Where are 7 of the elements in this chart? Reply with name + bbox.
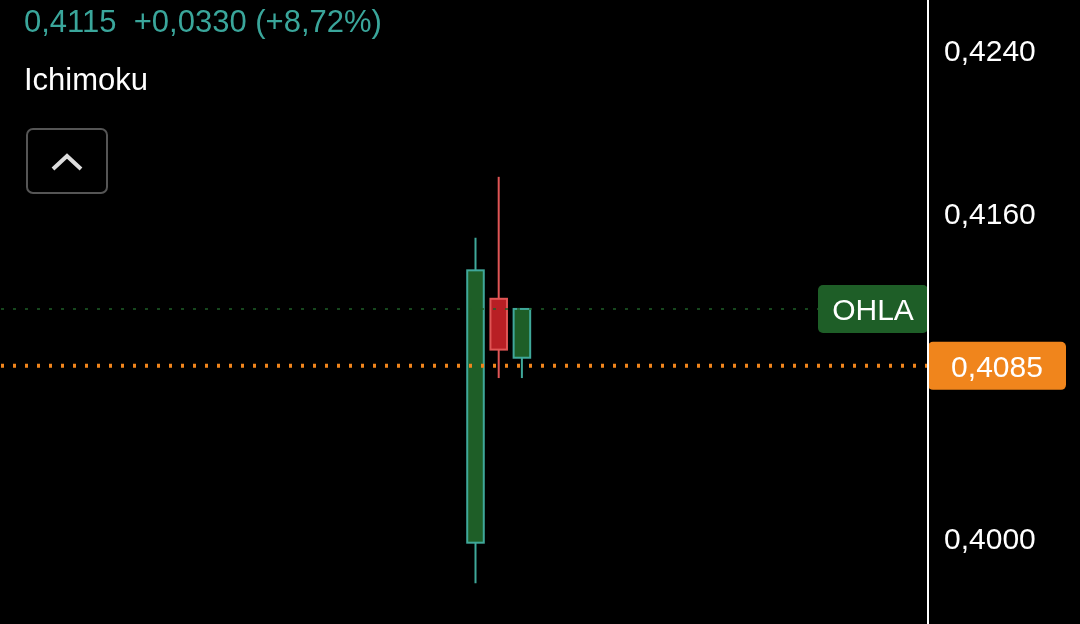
y-tick-label: 0,4240 bbox=[944, 34, 1036, 68]
ref-line-label: OHLA bbox=[832, 292, 914, 326]
ref-line-label: 0,4085 bbox=[951, 349, 1043, 383]
chart-title: 0,4115 +0,0330 (+8,72%) bbox=[24, 4, 382, 40]
y-tick-label: 0,4000 bbox=[944, 522, 1036, 556]
y-tick-label: 0,4160 bbox=[944, 197, 1036, 231]
text: Ichimoku bbox=[24, 62, 149, 98]
